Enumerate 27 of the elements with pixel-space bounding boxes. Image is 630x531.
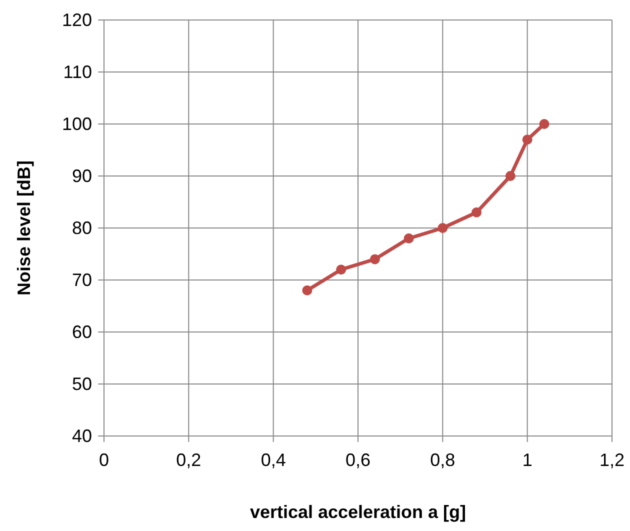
x-tick-label: 0,2 bbox=[176, 450, 202, 470]
x-tick-label: 0,4 bbox=[260, 450, 286, 470]
point bbox=[522, 134, 532, 145]
y-tick-label: 90 bbox=[72, 166, 92, 186]
point bbox=[404, 233, 414, 244]
x-tick-label: 1 bbox=[522, 450, 532, 470]
point bbox=[472, 207, 482, 218]
y-axis-title: Noise level [dB] bbox=[14, 160, 34, 296]
y-tick-label: 80 bbox=[72, 218, 92, 238]
y-tick-label: 110 bbox=[63, 62, 92, 82]
point bbox=[539, 119, 550, 129]
y-tick-label: 120 bbox=[62, 10, 92, 30]
x-tick-label: 1,2 bbox=[599, 450, 625, 470]
point bbox=[438, 223, 448, 233]
point bbox=[505, 171, 516, 181]
y-tick-label: 70 bbox=[72, 270, 92, 290]
x-tick-label: 0 bbox=[98, 450, 110, 470]
x-tick-label: 0,8 bbox=[430, 450, 456, 470]
y-tick-label: 60 bbox=[72, 322, 92, 342]
x-axis-title: vertical acceleration a [g] bbox=[250, 502, 466, 522]
point bbox=[336, 264, 346, 275]
y-tick-label: 40 bbox=[72, 426, 92, 446]
y-tick-label: 100 bbox=[62, 114, 92, 134]
point bbox=[302, 285, 312, 296]
point bbox=[370, 254, 380, 264]
y-tick-label: 50 bbox=[72, 374, 92, 394]
x-tick-label: 0,6 bbox=[345, 450, 371, 470]
